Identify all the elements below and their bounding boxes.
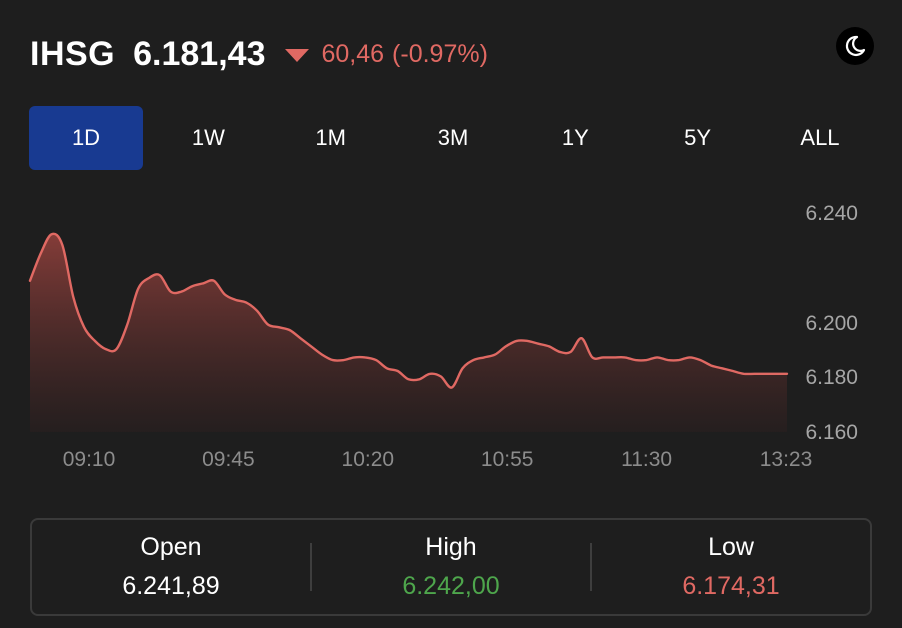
price-chart[interactable] [0, 190, 902, 480]
change-value: 60,46 [321, 39, 385, 68]
high-label: High [425, 533, 477, 561]
theme-toggle-button[interactable] [836, 27, 874, 65]
y-tick-label: 6.200 [805, 311, 858, 335]
time-range-tabs: 1D 1W 1M 3M 1Y 5Y ALL [29, 106, 877, 170]
tab-1m[interactable]: 1M [315, 125, 346, 150]
tab-1d[interactable]: 1D [29, 106, 143, 170]
tab-5y[interactable]: 5Y [684, 125, 712, 150]
tab-3m[interactable]: 3M [437, 125, 469, 150]
open-label: Open [140, 533, 202, 561]
tab-all[interactable]: ALL [800, 125, 840, 150]
low-value: 6.174,31 [682, 572, 780, 600]
y-tick-label: 6.180 [805, 366, 858, 390]
y-tick-label: 6.160 [805, 421, 858, 444]
quote-header: IHSG 6.181,43 60,46 (-0.97%) [30, 30, 488, 78]
tab-1y[interactable]: 1Y [561, 125, 589, 150]
x-tick-label: 11:30 [621, 448, 673, 471]
moon-icon [845, 35, 866, 57]
low-label: Low [708, 533, 754, 561]
ticker-symbol: IHSG [30, 34, 116, 73]
stat-divider [590, 543, 592, 591]
x-tick-label: 09:10 [62, 448, 116, 471]
price-area [30, 233, 787, 432]
current-price: 6.181,43 [133, 34, 266, 73]
x-tick-label: 09:45 [202, 448, 255, 471]
tab-1w[interactable]: 1W [191, 125, 225, 150]
stat-open: Open 6.241,89 [32, 533, 310, 601]
stat-divider [310, 543, 312, 591]
daily-stats-panel: Open 6.241,89 High 6.242,00 Low 6.174,31 [30, 518, 872, 616]
x-tick-label: 10:55 [480, 448, 534, 471]
open-value: 6.241,89 [122, 572, 220, 600]
price-change: 60,46 (-0.97%) [285, 39, 488, 69]
down-triangle-icon [285, 48, 310, 62]
stat-low: Low 6.174,31 [592, 533, 870, 601]
x-tick-label: 13:23 [759, 448, 813, 471]
y-tick-label: 6.240 [805, 202, 858, 225]
price-line [28, 232, 789, 389]
change-percent: (-0.97%) [392, 39, 488, 68]
high-value: 6.242,00 [402, 572, 500, 600]
stat-high: High 6.242,00 [312, 533, 590, 601]
x-tick-label: 10:20 [341, 448, 395, 471]
